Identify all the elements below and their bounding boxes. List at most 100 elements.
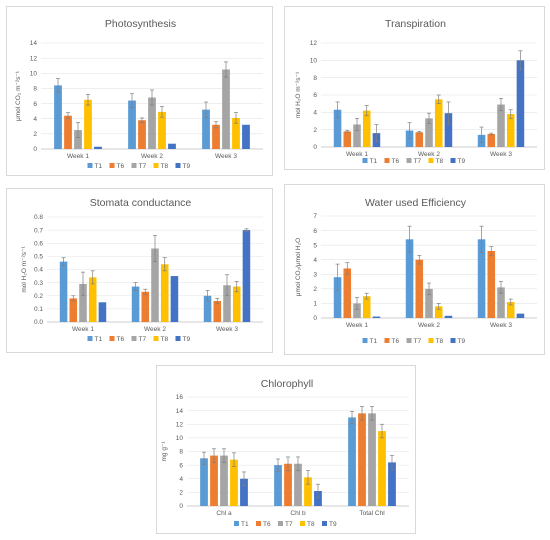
legend-swatch-t1 (87, 163, 93, 168)
y-tick-label: 2 (33, 131, 37, 138)
bar-t9-chl-a (240, 478, 248, 506)
bar-t1-week-2 (128, 100, 136, 149)
legend-swatch-t9 (322, 521, 327, 526)
legend-swatch-t7 (278, 521, 283, 526)
y-tick-label: 0 (179, 503, 183, 510)
y-axis-label: mol H₂O m⁻²s⁻¹ (295, 71, 302, 118)
legend-swatch-t1 (362, 158, 368, 163)
y-tick-label: 12 (310, 40, 318, 47)
bar-t7-week-2 (151, 248, 159, 322)
chart-svg-chlorophyll: Chlorophyll 0 2 4 6 8 10 12 14 16 mg g⁻¹ Chl a Chl b… (161, 378, 409, 528)
x-tick-label: Week 3 (215, 153, 237, 160)
bar-t8-total-chl (378, 431, 386, 506)
legend-label-t1: T1 (241, 521, 249, 528)
bar-t9-week-3 (242, 230, 251, 322)
legend-swatch-t1 (87, 336, 93, 341)
legend-swatch-t8 (153, 163, 159, 168)
legend-swatch-t7 (131, 163, 137, 168)
bar-t1-week-1 (333, 109, 342, 147)
y-tick-label: 0 (313, 315, 317, 322)
legend-swatch-t7 (131, 336, 137, 341)
legend-label-t1: T1 (95, 163, 103, 170)
bar-t7-week-1 (353, 124, 361, 147)
chart-panel-chlorophyll: Chlorophyll 0 2 4 6 8 10 12 14 16 mg g⁻¹ Chl a Chl b… (156, 365, 416, 534)
y-tick-label: 5 (313, 242, 317, 249)
bar-t8-week-3 (506, 114, 515, 147)
legend-label-t7: T7 (285, 521, 293, 528)
bar-t8-chl-a (230, 459, 238, 506)
bar-t6-week-1 (64, 115, 72, 149)
legend-label-t6: T6 (117, 163, 125, 170)
bar-t7-week-2 (425, 118, 433, 147)
legend-swatch-t1 (234, 521, 239, 526)
x-tick-label: Week 1 (346, 151, 368, 158)
bar-t9-week-1 (98, 302, 107, 322)
bar-t6-week-2 (138, 120, 146, 149)
x-tick-label: Week 3 (216, 326, 238, 333)
bar-t1-week-1 (54, 85, 62, 149)
bar-t6-week-3 (487, 250, 496, 318)
legend-swatch-t6 (384, 158, 390, 163)
chart-panel-photosynthesis: Photosynthesis 0 2 4 6 8 10 12 14 μmol CO₂ m⁻²s⁻¹… (6, 6, 273, 176)
legend-label-t6: T6 (392, 158, 400, 165)
legend-swatch-t6 (384, 338, 390, 343)
x-tick-label: Chl a (216, 510, 232, 517)
y-tick-label: 0.2 (34, 293, 43, 300)
legend-label-t8: T8 (307, 521, 315, 528)
legend-label-t1: T1 (370, 158, 378, 165)
bar-t9-week-3 (516, 60, 525, 148)
y-tick-label: 0.5 (34, 254, 43, 261)
bar-t1-week-1 (333, 277, 342, 318)
legend-swatch-t9 (175, 163, 181, 168)
legend-label-t6: T6 (117, 336, 125, 343)
x-tick-label: Week 3 (490, 151, 512, 158)
y-axis-label: mg g⁻¹ (161, 441, 168, 462)
legend-label-t6: T6 (263, 521, 271, 528)
legend-swatch-t9 (450, 338, 456, 343)
bar-t8-week-3 (232, 286, 241, 322)
bar-t1-chl-b (274, 465, 282, 506)
chart-svg-transpiration: Transpiration 0 2 4 6 8 10 12 mol H₂O m⁻²s⁻¹ Week… (295, 18, 537, 165)
bar-t1-week-3 (202, 109, 210, 149)
legend-label-t9: T9 (458, 158, 466, 165)
y-tick-label: 16 (176, 394, 184, 401)
bar-t9-week-2 (170, 276, 179, 322)
y-tick-label: 14 (30, 40, 38, 47)
legend-swatch-t8 (300, 521, 305, 526)
legend-label-t8: T8 (161, 163, 169, 170)
legend-label-t6: T6 (392, 338, 400, 345)
y-tick-label: 10 (176, 435, 184, 442)
bar-t7-week-2 (425, 288, 433, 318)
y-axis-label: mol H₂O m⁻²s⁻¹ (21, 246, 28, 293)
x-tick-label: Week 2 (144, 326, 166, 333)
bar-t6-total-chl (358, 413, 366, 506)
legend-label-t7: T7 (139, 163, 147, 170)
bar-t9-chl-b (314, 491, 322, 506)
bar-t9-week-2 (444, 315, 453, 318)
y-tick-label: 8 (313, 75, 317, 82)
bar-t8-week-1 (362, 110, 371, 147)
x-tick-label: Week 2 (418, 322, 440, 329)
bar-t9-week-1 (372, 316, 381, 318)
legend-label-t7: T7 (414, 338, 422, 345)
legend-label-t9: T9 (183, 336, 191, 343)
bar-t6-week-1 (343, 268, 352, 318)
chart-svg-stomata-conductance: Stomata conductance 0.0 0.1 0.2 0.3 0.4 0.5 0.6… (21, 197, 263, 343)
bar-t1-week-2 (405, 130, 414, 147)
chart-title-photosynthesis: Photosynthesis (105, 18, 176, 30)
legend-label-t1: T1 (370, 338, 378, 345)
bar-t7-week-3 (497, 287, 505, 318)
chart-title-transpiration: Transpiration (385, 18, 446, 30)
bar-t1-week-2 (405, 239, 414, 318)
legend-swatch-t6 (109, 163, 115, 168)
y-tick-label: 0.7 (34, 227, 43, 234)
y-tick-label: 0.1 (34, 306, 43, 313)
x-tick-label: Week 2 (418, 151, 440, 158)
y-tick-label: 2 (313, 286, 317, 293)
chart-svg-water-used-efficiency: Water used Efficiency 0 1 2 3 4 5 6 7 μmol CO₂/μm… (295, 197, 537, 345)
y-tick-label: 4 (313, 257, 317, 264)
chart-title-water-used-efficiency: Water used Efficiency (365, 197, 467, 209)
bar-t7-week-1 (79, 283, 87, 322)
bar-t7-week-3 (223, 285, 231, 322)
bar-t8-week-1 (84, 99, 92, 149)
